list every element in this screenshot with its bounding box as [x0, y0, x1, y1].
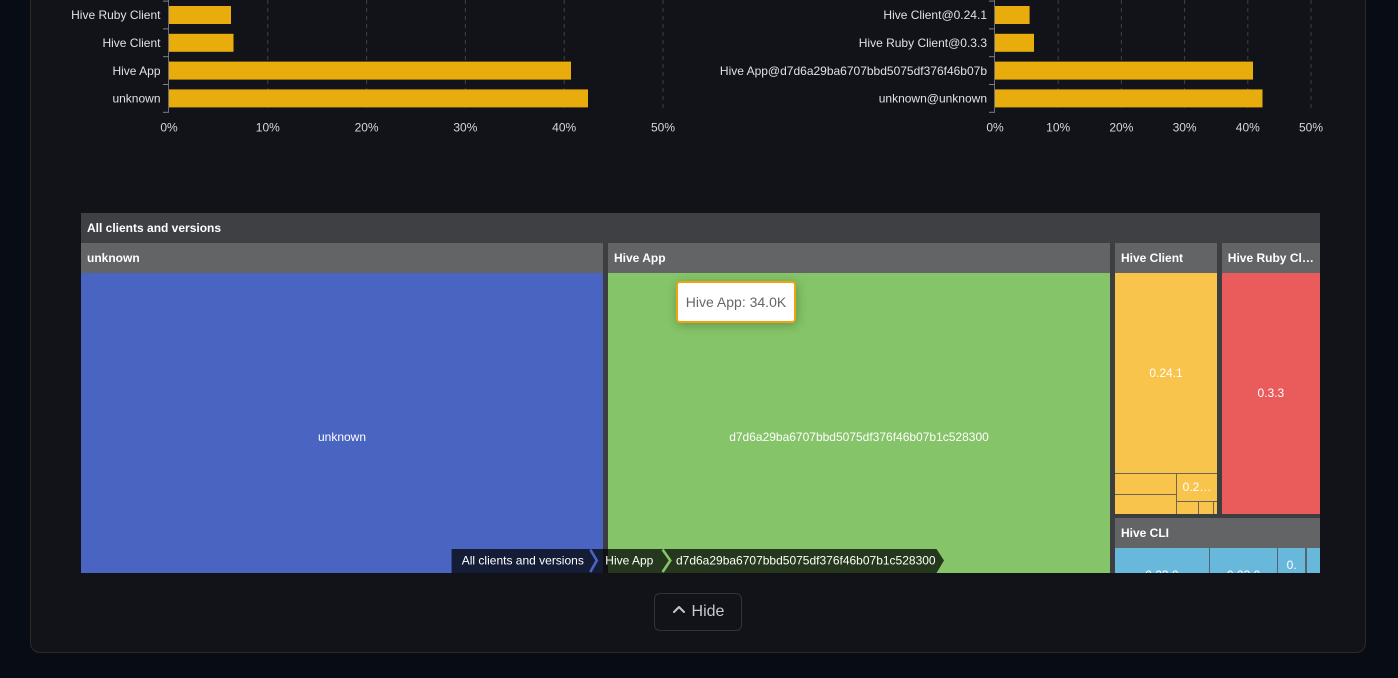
svg-text:50%: 50% [1299, 121, 1323, 135]
svg-text:Hive App@d7d6a29ba6707bbd5075d: Hive App@d7d6a29ba6707bbd5075df376f46b07… [720, 64, 987, 78]
svg-text:Hive Ruby Client@0.3.3: Hive Ruby Client@0.3.3 [859, 36, 988, 50]
svg-text:Hive Client: Hive Client [102, 36, 161, 50]
svg-text:unknown: unknown [112, 92, 160, 106]
svg-text:Hive App: Hive App [112, 64, 160, 78]
svg-text:All clients and versions: All clients and versions [462, 554, 584, 568]
svg-text:30%: 30% [453, 121, 477, 135]
svg-text:Hive App: Hive App [605, 554, 653, 568]
svg-text:10%: 10% [256, 121, 280, 135]
svg-text:30%: 30% [1173, 121, 1197, 135]
svg-text:d7d6a29ba6707bbd5075df376f46b0: d7d6a29ba6707bbd5075df376f46b07b1c528300 [676, 554, 936, 568]
svg-text:50%: 50% [651, 121, 675, 135]
svg-text:20%: 20% [355, 121, 379, 135]
svg-text:0%: 0% [160, 121, 178, 135]
svg-text:10%: 10% [1046, 121, 1070, 135]
svg-text:Hive Client@0.24.1: Hive Client@0.24.1 [883, 8, 987, 22]
svg-text:40%: 40% [1236, 121, 1260, 135]
svg-text:40%: 40% [552, 121, 576, 135]
svg-text:0%: 0% [986, 121, 1004, 135]
svg-text:Hive Ruby Client: Hive Ruby Client [71, 8, 161, 22]
svg-text:20%: 20% [1109, 121, 1133, 135]
svg-text:unknown@unknown: unknown@unknown [879, 92, 987, 106]
